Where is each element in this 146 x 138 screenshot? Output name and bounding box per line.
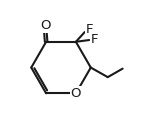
Text: F: F bbox=[91, 33, 98, 46]
Text: F: F bbox=[85, 23, 93, 36]
Text: O: O bbox=[40, 19, 50, 32]
Text: O: O bbox=[71, 87, 81, 100]
